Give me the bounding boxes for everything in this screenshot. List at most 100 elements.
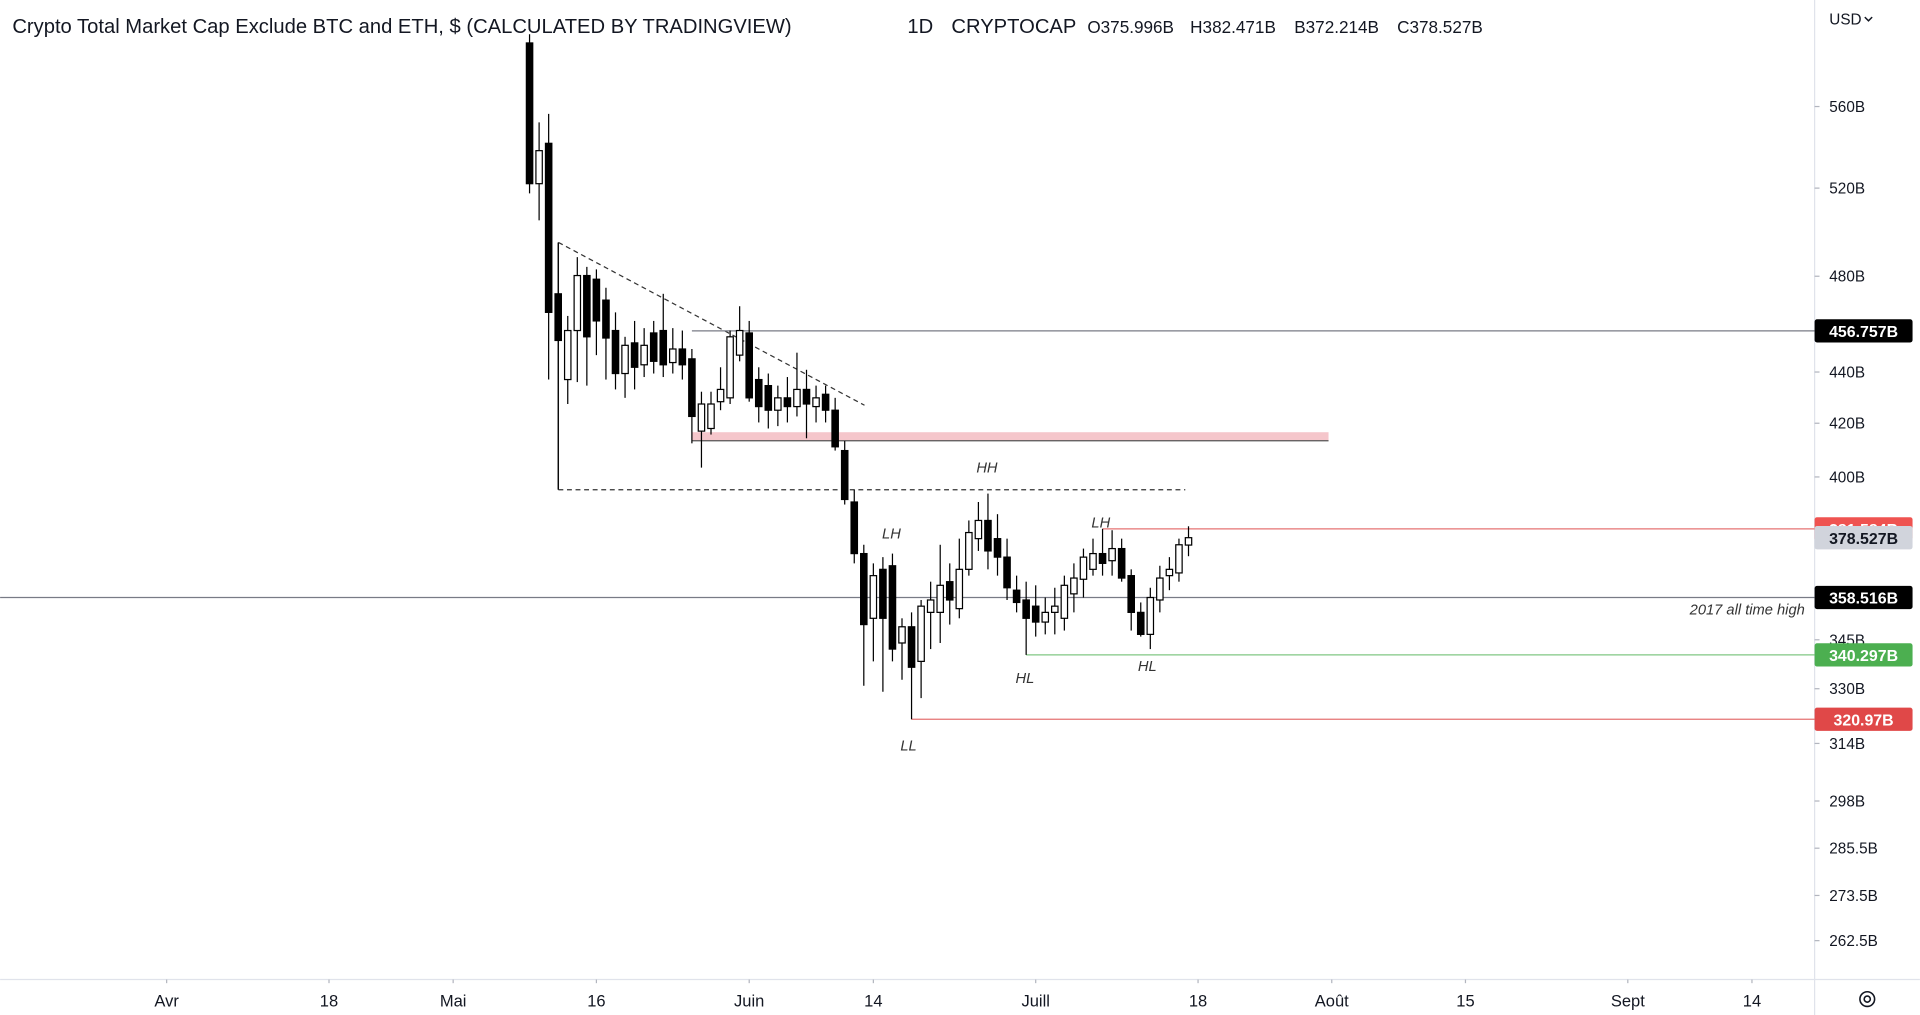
candle-body-up [869,575,878,619]
gear[interactable] [1859,990,1876,1008]
candle-body-up [898,626,906,644]
x-tick-label: 18 [320,991,338,1010]
candle-body-up [707,403,715,430]
candle-body-up [726,336,734,399]
candle-body-down [984,519,992,552]
y-tick-label: 285.5B [1829,841,1877,858]
x-tick-label: Sept [1611,991,1645,1010]
candle-body-up [926,599,935,613]
candle-body-down [544,142,553,313]
candle-body-down [602,299,610,339]
candle-body-down [659,329,668,366]
candle-body-up [936,584,944,613]
candle-body-down [840,449,849,501]
price-label-box [1814,707,1913,731]
x-tick-label: 16 [587,991,605,1010]
candle-body-up [1108,547,1116,562]
candle-body-down [688,358,696,418]
drawings [0,241,1815,720]
candle-body-down [783,397,792,408]
currency-selector[interactable]: USD [1829,11,1861,28]
price-label: 358.516B [1829,591,1898,608]
y-tick-label: 400B [1829,469,1865,486]
candle-body-up [1184,537,1193,546]
candle-body-down [831,409,839,448]
candle-body-down [745,332,753,399]
x-tick-label: Avr [154,991,179,1010]
candle-body-up [1079,556,1088,580]
annotation: HL [1138,659,1157,675]
x-tick-label: 15 [1456,991,1474,1010]
x-tick-label: 18 [1189,991,1207,1010]
candle-body-down [1117,547,1126,579]
candle-body-up [1041,611,1050,623]
x-tick-label: 14 [864,991,882,1010]
candle-body-up [1051,605,1059,613]
candle-body-down [754,378,763,408]
x-tick-label: Juin [734,991,764,1010]
price-label: 320.97B [1834,712,1894,729]
candle-body-down [1012,589,1021,604]
candle-body-up [1070,577,1078,595]
candle-body-up [1060,584,1069,619]
candle-body-down [879,568,887,619]
candle-body-up [1146,596,1155,635]
candle-body-up [669,348,677,364]
candle-body-down [1127,575,1136,613]
annotation: LH [882,527,901,543]
trendline [558,241,865,406]
candle-body-down [888,565,897,650]
header: Crypto Total Market Cap Exclude BTC and … [12,16,1482,38]
price-label-box [1814,585,1913,610]
candle-body-up [812,397,820,408]
candle-body-up [735,329,744,356]
y-tick-label: 520B [1829,181,1865,198]
price-label-box [1814,643,1913,667]
ohlc-close: C378.527B [1397,17,1483,37]
candle-body-down [802,388,811,405]
candle-body-down [630,342,639,368]
x-tick-label: Mai [440,991,467,1010]
candle-body-up [563,329,572,381]
gear-hub[interactable] [1863,995,1872,1003]
candle-body-down [993,538,1002,558]
interval: 1D [907,16,933,38]
symbol-title: Crypto Total Market Cap Exclude BTC and … [12,16,791,38]
candle-body-down [554,293,562,342]
annotation: LH [1091,516,1110,532]
candle-body-down [860,552,868,626]
candle-body-up [974,519,983,540]
candle-body-down [1098,552,1107,564]
candle-body-down [583,274,591,338]
candle-body-down [1136,611,1145,635]
x-tick-label: Août [1315,991,1349,1010]
candle-body-down [611,329,620,375]
annotation: HL [1016,671,1035,687]
candle-body-up [1175,544,1183,574]
annotation: 2017 all time high [1689,603,1805,619]
candle-body-down [649,332,658,362]
y-tick-label: 440B [1829,365,1865,382]
y-tick-label: 314B [1829,736,1865,753]
exchange: CRYPTOCAP [951,16,1076,38]
candle-body-up [1089,552,1097,570]
candle-body-up [573,274,582,332]
candle-body-down [592,278,601,322]
candle-body-up [535,150,543,185]
y-tick-label: 480B [1829,269,1865,286]
candle-body-down [678,348,687,366]
ohlc-open: O375.996B [1087,17,1174,37]
currency-caret[interactable] [1864,16,1873,22]
price-label-box [1814,319,1913,343]
price-label-box [1814,526,1913,550]
candle-body-down [1022,599,1030,619]
candle-body-down [525,42,534,185]
settings-icon[interactable] [1859,990,1876,1008]
candle-body-up [793,388,801,408]
candle-body-up [774,397,782,411]
annotation: LL [900,739,916,755]
candle-body-up [965,531,973,570]
